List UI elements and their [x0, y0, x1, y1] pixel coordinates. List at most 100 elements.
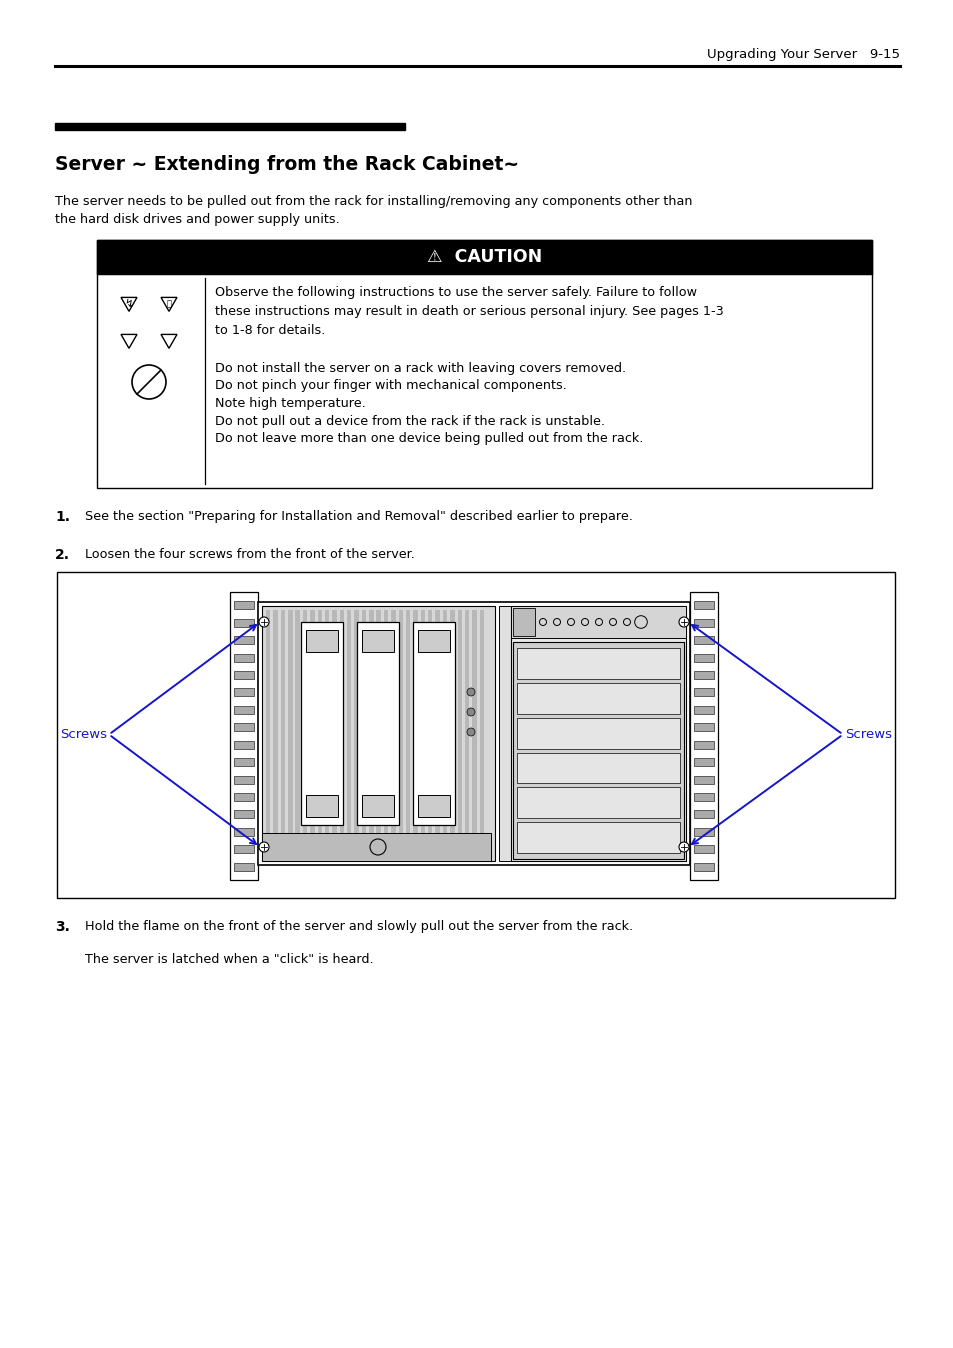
Bar [280, 611, 285, 857]
Bar [233, 740, 253, 748]
Bar [233, 671, 253, 679]
Bar [693, 810, 713, 818]
Bar [262, 607, 495, 861]
Bar [301, 621, 343, 825]
Bar [233, 863, 253, 871]
Bar [450, 611, 455, 857]
Bar [693, 793, 713, 801]
Text: Do not install the server on a rack with leaving covers removed.: Do not install the server on a rack with… [214, 363, 625, 375]
Bar [233, 654, 253, 662]
Bar [233, 758, 253, 766]
Bar [233, 636, 253, 644]
Bar [517, 683, 679, 713]
Bar [332, 611, 336, 857]
Text: Screws: Screws [844, 728, 891, 741]
Text: Do not leave more than one device being pulled out from the rack.: Do not leave more than one device being … [214, 431, 642, 445]
Bar [361, 795, 394, 817]
Bar [233, 619, 253, 627]
Bar [511, 607, 685, 861]
Text: Hold the flame on the front of the server and slowly pull out the server from th: Hold the flame on the front of the serve… [85, 919, 633, 933]
Bar [693, 828, 713, 836]
Bar [317, 611, 322, 857]
Text: ↯: ↯ [124, 299, 133, 309]
Bar [306, 795, 337, 817]
Text: ⚠  CAUTION: ⚠ CAUTION [426, 248, 541, 266]
Circle shape [258, 617, 269, 627]
Bar [511, 607, 685, 638]
Bar [693, 775, 713, 783]
Bar [464, 611, 469, 857]
Bar [479, 611, 483, 857]
Bar [513, 608, 535, 636]
Bar [266, 611, 270, 857]
Text: Note high temperature.: Note high temperature. [214, 398, 365, 410]
Text: 2.: 2. [55, 549, 70, 562]
Bar [262, 833, 491, 861]
Text: The server needs to be pulled out from the rack for installing/removing any comp: The server needs to be pulled out from t… [55, 195, 692, 226]
Bar [693, 601, 713, 609]
Bar [361, 630, 394, 652]
Bar [230, 592, 257, 880]
Bar [97, 240, 871, 274]
Bar [689, 592, 718, 880]
Bar [233, 706, 253, 714]
Bar [517, 822, 679, 853]
Bar [693, 654, 713, 662]
Bar [257, 603, 689, 865]
Bar [693, 619, 713, 627]
Bar [413, 621, 455, 825]
Bar [442, 611, 447, 857]
Bar [428, 611, 432, 857]
Bar [693, 740, 713, 748]
Circle shape [467, 708, 475, 716]
Bar [97, 240, 871, 488]
Bar [233, 828, 253, 836]
Bar [369, 611, 374, 857]
Bar [417, 795, 450, 817]
Bar [361, 611, 366, 857]
Text: The server is latched when a "click" is heard.: The server is latched when a "click" is … [85, 953, 374, 967]
Text: See the section "Preparing for Installation and Removal" described earlier to pr: See the section "Preparing for Installat… [85, 510, 632, 523]
Bar [693, 671, 713, 679]
Bar [57, 572, 894, 898]
Bar [693, 706, 713, 714]
Bar [420, 611, 425, 857]
Bar [233, 793, 253, 801]
Bar [383, 611, 388, 857]
Bar [306, 630, 337, 652]
Bar [325, 611, 329, 857]
Bar [233, 810, 253, 818]
Bar [288, 611, 293, 857]
Bar [354, 611, 358, 857]
Bar [693, 845, 713, 853]
Bar [417, 630, 450, 652]
Bar [693, 689, 713, 697]
Text: Screws: Screws [60, 728, 107, 741]
Bar [472, 611, 476, 857]
Text: Do not pull out a device from the rack if the rack is unstable.: Do not pull out a device from the rack i… [214, 414, 604, 427]
Bar [347, 611, 351, 857]
Circle shape [467, 728, 475, 736]
Text: Do not pinch your finger with mechanical components.: Do not pinch your finger with mechanical… [214, 380, 566, 392]
Bar [517, 717, 679, 748]
Bar [457, 611, 461, 857]
Bar [517, 787, 679, 818]
Text: 🔥: 🔥 [167, 299, 172, 309]
Bar [398, 611, 402, 857]
Bar [498, 607, 511, 861]
Bar [376, 611, 380, 857]
Bar [406, 611, 410, 857]
Bar [517, 752, 679, 783]
Text: Observe the following instructions to use the server safely. Failure to follow
t: Observe the following instructions to us… [214, 286, 723, 337]
Bar [517, 648, 679, 679]
Bar [339, 611, 344, 857]
Circle shape [258, 842, 269, 852]
Bar [413, 611, 417, 857]
Bar [693, 758, 713, 766]
Bar [356, 621, 398, 825]
Bar [513, 642, 683, 859]
Text: Upgrading Your Server   9-15: Upgrading Your Server 9-15 [706, 49, 899, 61]
Bar [693, 724, 713, 732]
Circle shape [679, 842, 688, 852]
Bar [233, 601, 253, 609]
